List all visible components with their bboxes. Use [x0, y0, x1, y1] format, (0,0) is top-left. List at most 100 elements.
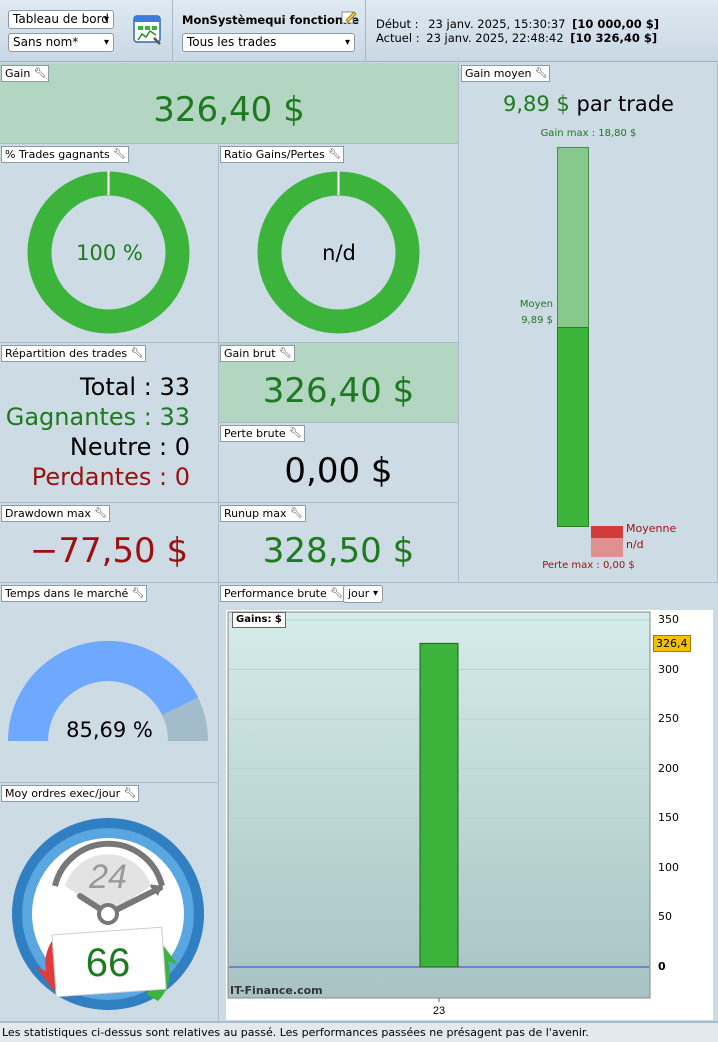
wrench-icon[interactable]: 🔧︎	[33, 68, 47, 79]
period-select-value: jour	[348, 587, 370, 600]
loss-max-label: Perte max : 0,00 $	[542, 560, 635, 571]
x-tick-label: 23	[433, 1005, 445, 1017]
gain-panel-title[interactable]: Gain 🔧︎	[1, 65, 50, 82]
ratio-panel-title[interactable]: Ratio Gains/Pertes 🔧︎	[220, 146, 344, 163]
avg-label-line2: 9,89 $	[521, 315, 553, 326]
distribution-panel: Répartition des trades 🔧︎ Total : 33 Gagn…	[0, 343, 219, 503]
win-rate-title-text: % Trades gagnants	[5, 148, 110, 161]
distribution-separator: :	[151, 433, 175, 461]
runup-panel: Runup max 🔧︎ 328,50 $	[219, 503, 459, 583]
gross-gain-panel-title[interactable]: Gain brut 🔧︎	[220, 345, 295, 362]
loss-avg-label-line2: n/d	[626, 538, 644, 551]
gain-value: 326,40 $	[153, 90, 305, 130]
drawdown-panel: Drawdown max 🔧︎ −77,50 $	[0, 503, 219, 583]
performance-title-text: Performance brute	[224, 587, 327, 600]
wrench-icon[interactable]: 🔧︎	[113, 149, 126, 160]
distribution-total: Total : 33	[0, 373, 190, 401]
win-rate-donut	[27, 171, 190, 334]
y-tick-label: 300	[658, 662, 679, 676]
distribution-losers: Perdantes : 0	[0, 463, 190, 491]
disclaimer-footer: Les statistiques ci-dessus sont relative…	[0, 1022, 718, 1042]
current-info: Actuel : 23 janv. 2025, 22:48:42 [10 326…	[376, 31, 657, 45]
view-select[interactable]: Tableau de bord ▾	[8, 10, 114, 29]
chevron-down-icon: ▾	[372, 588, 378, 599]
time-in-market-panel-title[interactable]: Temps dans le marché 🔧︎	[1, 585, 148, 602]
avg-label: Moyen 9,89 $	[459, 297, 553, 329]
period-select[interactable]: jour ▾	[343, 585, 383, 603]
wrench-icon[interactable]: 🔧︎	[328, 149, 341, 160]
wrench-icon[interactable]: 🔧︎	[130, 348, 144, 359]
distribution-value: 0	[174, 433, 190, 461]
y-tick-label: 150	[658, 811, 679, 825]
loss-avg-bar	[591, 538, 623, 557]
avg-gain-panel-title[interactable]: Gain moyen 🔧︎	[461, 65, 551, 82]
start-date: 23 janv. 2025, 15:30:37	[428, 17, 566, 31]
performance-panel-title[interactable]: Performance brute 🔧︎	[220, 585, 346, 602]
gross-loss-value: 0,00 $	[284, 451, 393, 491]
chart-bar[interactable]	[419, 642, 459, 968]
distribution-label: Neutre	[69, 433, 152, 461]
ratio-donut	[257, 171, 420, 334]
dashboard-settings-icon[interactable]	[132, 14, 164, 46]
orders-panel-title[interactable]: Moy ordres exec/jour 🔧︎	[1, 785, 140, 802]
start-value: [10 000,00 $]	[572, 17, 660, 31]
wrench-icon[interactable]: 🔧︎	[534, 68, 548, 79]
gain-panel: Gain 🔧︎ 326,40 $	[0, 63, 459, 144]
wrench-icon[interactable]: 🔧︎	[131, 588, 145, 599]
name-select[interactable]: Sans nom* ▾	[8, 33, 114, 52]
avg-gain-suffix: par trade	[576, 92, 674, 116]
drawdown-title-text: Drawdown max	[5, 507, 91, 520]
distribution-label: Perdantes	[31, 463, 152, 491]
y-tick-label: 350	[658, 613, 679, 626]
gain-avg-bar	[557, 327, 589, 527]
time-in-market-value: 85,69 %	[66, 718, 153, 742]
avg-gain-value: 9,89 $	[503, 92, 570, 116]
win-rate-value: 100 %	[76, 241, 143, 265]
orders-value: 66	[86, 941, 131, 985]
chevron-down-icon: ▾	[103, 37, 109, 48]
distribution-value: 33	[159, 373, 190, 401]
loss-avg-label: Moyenne n/d	[626, 521, 676, 553]
performance-chart: 23	[227, 611, 651, 1017]
gross-loss-panel-title[interactable]: Perte brute 🔧︎	[220, 425, 305, 442]
current-value: [10 326,40 $]	[570, 31, 658, 45]
current-label: Actuel :	[376, 31, 420, 45]
wrench-icon[interactable]: 🔧︎	[289, 508, 303, 519]
y-tick-label: 250	[658, 712, 679, 726]
ratio-value: n/d	[322, 241, 356, 265]
gross-gain-panel: Gain brut 🔧︎ 326,40 $	[219, 343, 459, 423]
trades-select[interactable]: Tous les trades ▾	[182, 33, 355, 52]
win-rate-panel-title[interactable]: % Trades gagnants 🔧︎	[1, 146, 129, 163]
gross-loss-panel: Perte brute 🔧︎ 0,00 $	[219, 423, 459, 503]
wrench-icon[interactable]: 🔧︎	[330, 588, 343, 599]
time-in-market-gauge	[7, 640, 208, 741]
series-badge: Gains: $	[232, 612, 286, 628]
edit-pencil-icon[interactable]	[341, 9, 357, 25]
chevron-down-icon: ▾	[103, 14, 109, 25]
gross-gain-title-text: Gain brut	[224, 347, 276, 360]
gross-gain-value: 326,40 $	[262, 371, 415, 411]
distribution-panel-title[interactable]: Répartition des trades 🔧︎	[1, 345, 147, 362]
distribution-value: 33	[159, 403, 190, 431]
orders-panel: Moy ordres exec/jour 🔧︎ 24 66	[0, 783, 219, 1022]
avg-gain-title-text: Gain moyen	[465, 67, 532, 80]
last-value-tag: 326,4	[653, 635, 691, 653]
runup-panel-title[interactable]: Runup max 🔧︎	[220, 505, 306, 522]
drawdown-panel-title[interactable]: Drawdown max 🔧︎	[1, 505, 110, 522]
distribution-label: Total	[80, 373, 137, 401]
gross-loss-title-text: Perte brute	[224, 427, 286, 440]
avg-gain-headline: 9,89 $ par trade	[459, 92, 717, 116]
runup-title-text: Runup max	[224, 507, 287, 520]
distribution-separator: :	[151, 463, 175, 491]
trades-select-value: Tous les trades	[187, 35, 277, 49]
wrench-icon[interactable]: 🔧︎	[94, 508, 107, 519]
y-tick-label: 200	[658, 761, 679, 775]
wrench-icon[interactable]: 🔧︎	[123, 788, 137, 799]
distribution-label: Gagnantes	[5, 403, 137, 431]
wrench-icon[interactable]: 🔧︎	[288, 428, 302, 439]
drawdown-value: −77,50 $	[29, 531, 189, 571]
system-label: MonSystèmequi fonctionne	[182, 13, 360, 27]
y-tick-label: 50	[658, 910, 672, 924]
wrench-icon[interactable]: 🔧︎	[278, 348, 292, 359]
orders-title-text: Moy ordres exec/jour	[5, 787, 121, 800]
